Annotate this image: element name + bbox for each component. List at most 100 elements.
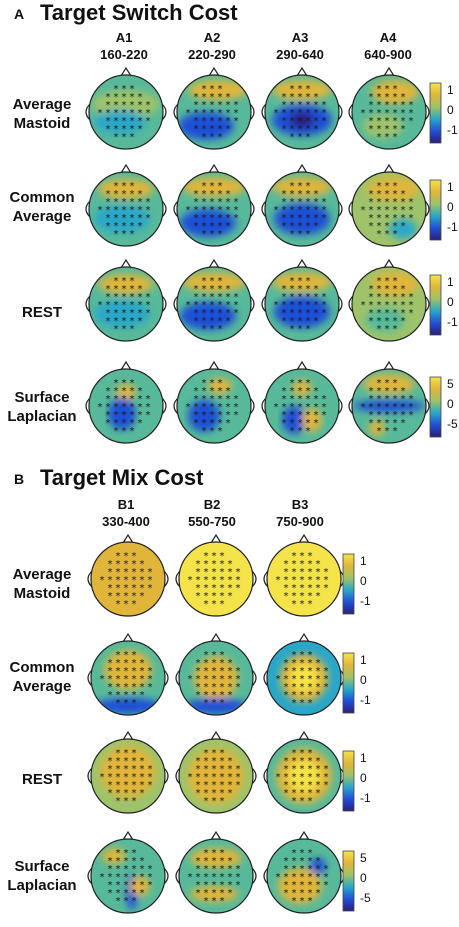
electrode-star: * [140, 872, 145, 883]
electrode-star: * [212, 567, 217, 578]
electrode-star: * [234, 410, 239, 421]
electrode-markers: * * ** * * * ** * * * * ** * * * * * ** * * * * ** * * * ** * * [274, 378, 327, 437]
electrode-star: * [210, 394, 215, 405]
electrode-star: * [284, 788, 289, 799]
electrode-markers: * * ** * * * ** * * * * ** * * * * * ** * * * * ** * * * ** * * [100, 848, 153, 907]
electrode-star: * [212, 682, 217, 693]
scalp-topomap: * * ** * * * ** * * * * ** * * * * * ** * * * * ** * * * ** * * [175, 534, 257, 617]
nose-outline [298, 831, 310, 841]
electrode-star: * [194, 108, 199, 119]
activation-blob [92, 90, 160, 118]
row-label-b4: Surface Laplacian [2, 857, 82, 895]
electrode-star: * [132, 583, 137, 594]
electrode-star: * [322, 116, 327, 127]
col-head-a1: A1 160-220 [84, 29, 164, 63]
electrode-star: * [194, 300, 199, 311]
electrode-star: * [300, 772, 305, 783]
electrode-star: * [204, 583, 209, 594]
nose-outline [298, 534, 310, 544]
electrode-markers: * * ** * * * ** * * * * ** * * * * * ** * * * * ** * * * ** * * [186, 181, 239, 240]
electrode-markers: * * ** * * * ** * * * * ** * * * * * ** * * * * ** * * * ** * * [276, 848, 329, 907]
nose-outline [208, 259, 220, 269]
electrode-star: * [100, 772, 105, 783]
ear-outline [263, 867, 269, 885]
electrode-star: * [290, 108, 295, 119]
electrode-star: * [220, 872, 225, 883]
electrode-star: * [308, 848, 313, 859]
electrode-star: * [194, 100, 199, 111]
electrode-markers: * * ** * * * ** * * * * ** * * * * * ** * * * * ** * * * ** * * [361, 84, 414, 143]
electrode-star: * [140, 888, 145, 899]
head-outline [176, 74, 252, 150]
ear-outline [161, 295, 167, 313]
electrode-star: * [385, 181, 390, 192]
electrode-star: * [385, 378, 390, 389]
electrode-star: * [282, 316, 287, 327]
electrode-star: * [204, 748, 209, 759]
electrode-star: * [316, 780, 321, 791]
electrode-star: * [306, 324, 311, 335]
electrode-star: * [124, 764, 129, 775]
electrode-star: * [202, 386, 207, 397]
electrode-star: * [369, 221, 374, 232]
electrode-star: * [116, 559, 121, 570]
electrode-star: * [409, 394, 414, 405]
colorbar-tick-label: -1 [447, 123, 458, 137]
col-id: B3 [291, 497, 309, 512]
electrode-star: * [322, 308, 327, 319]
scalp-topomap: * * ** * * * ** * * * * ** * * * * * ** * * * * ** * * * ** * * [85, 67, 167, 150]
electrode-star: * [290, 205, 295, 216]
electrode-star: * [292, 666, 297, 677]
activation-blob [190, 886, 238, 902]
electrode-star: * [282, 308, 287, 319]
electrode-star: * [316, 880, 321, 891]
head-outline [351, 171, 427, 247]
electrode-star: * [226, 213, 231, 224]
electrode-star: * [292, 690, 297, 701]
electrode-star: * [316, 856, 321, 867]
ear-outline [249, 200, 255, 218]
electrode-star: * [298, 229, 303, 240]
electrode-star: * [124, 772, 129, 783]
electrode-star: * [385, 229, 390, 240]
electrode-star: * [298, 418, 303, 429]
electrode-star: * [146, 292, 151, 303]
electrode-star: * [282, 205, 287, 216]
electrode-star: * [202, 181, 207, 192]
ear-outline [173, 397, 179, 415]
head-outline [266, 541, 342, 617]
electrode-star: * [377, 316, 382, 327]
electrode-star: * [212, 666, 217, 677]
activation-blob [369, 420, 385, 436]
col-id: B1 [117, 497, 135, 512]
activation-blob [282, 406, 306, 434]
electrode-star: * [401, 100, 406, 111]
electrode-star: * [218, 426, 223, 437]
electrode-star: * [298, 292, 303, 303]
electrode-star: * [106, 108, 111, 119]
electrode-star: * [218, 197, 223, 208]
scalp-topomap: * * ** * * * ** * * * * ** * * * * * ** * * * * ** * * * ** * * [263, 534, 345, 617]
electrode-star: * [234, 100, 239, 111]
electrode-star: * [122, 386, 127, 397]
electrode-star: * [284, 575, 289, 586]
electrode-star: * [210, 92, 215, 103]
electrode-star: * [290, 292, 295, 303]
nose-outline [296, 67, 308, 77]
electrode-star: * [132, 682, 137, 693]
electrode-star: * [132, 575, 137, 586]
electrode-star: * [148, 575, 153, 586]
electrode-star: * [140, 591, 145, 602]
electrode-star: * [385, 189, 390, 200]
electrode-star: * [138, 189, 143, 200]
electrode-star: * [138, 284, 143, 295]
electrode-star: * [314, 316, 319, 327]
electrode-star: * [116, 658, 121, 669]
col-head-b3: B3 750-900 [260, 496, 340, 530]
electrode-star: * [138, 402, 143, 413]
col-head-b2: B2 550-750 [172, 496, 252, 530]
electrode-star: * [204, 690, 209, 701]
electrode-star: * [204, 591, 209, 602]
electrode-star: * [300, 896, 305, 907]
electrode-star: * [308, 591, 313, 602]
